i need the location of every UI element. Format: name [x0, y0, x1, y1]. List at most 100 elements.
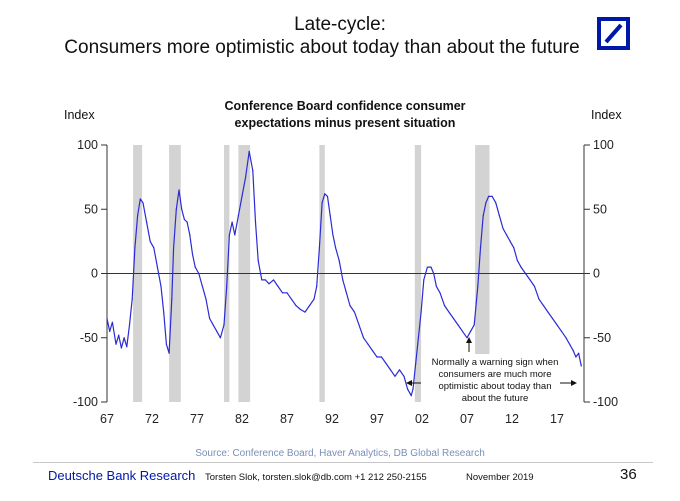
data-point	[371, 350, 374, 352]
annotation-box	[421, 354, 565, 406]
data-point	[520, 266, 522, 268]
data-point	[380, 356, 383, 358]
data-point	[128, 324, 131, 326]
x-tick-label-5: 92	[325, 412, 339, 426]
slide-title-line1: Late-cycle:	[294, 14, 386, 35]
data-point	[423, 279, 425, 281]
data-point	[321, 202, 323, 204]
data-point	[580, 365, 582, 367]
x-tick-label-9: 12	[505, 412, 519, 426]
slide-title-line2: Consumers more optimistic about today th…	[64, 37, 580, 58]
data-point	[376, 356, 378, 358]
data-point	[394, 375, 396, 377]
data-point	[299, 308, 302, 311]
x-tick-label-1: 72	[145, 412, 159, 426]
data-point	[261, 279, 263, 281]
data-point	[234, 234, 236, 236]
data-point	[403, 375, 405, 377]
y-tick-label-right-0: 100	[593, 138, 614, 152]
data-point	[524, 272, 527, 275]
data-point	[226, 285, 228, 287]
x-tick-label-4: 87	[280, 412, 294, 426]
data-point	[209, 317, 211, 320]
data-point	[194, 266, 196, 268]
data-point	[219, 337, 221, 339]
data-point	[565, 337, 567, 339]
footer-author: Torsten Slok, torsten.slok@db.com +1 212…	[205, 472, 427, 483]
data-point	[264, 279, 266, 281]
data-point	[329, 215, 331, 217]
data-point	[198, 272, 200, 275]
data-point	[477, 285, 479, 287]
data-point	[316, 285, 318, 287]
data-point	[482, 215, 484, 217]
data-point	[118, 334, 120, 336]
annotation-line4: about the future	[462, 393, 529, 404]
data-point	[560, 330, 563, 332]
annotation-arrow-right	[560, 380, 577, 386]
data-point	[216, 330, 218, 332]
footer-divider	[33, 462, 653, 463]
data-point	[137, 215, 139, 217]
y-axis-label-right: Index	[591, 108, 622, 122]
y-tick-label-right-1: 50	[593, 202, 607, 216]
data-point	[479, 247, 482, 249]
data-point	[533, 285, 536, 287]
data-point	[237, 215, 239, 217]
data-point	[572, 350, 574, 352]
data-point	[281, 292, 284, 294]
data-point	[556, 324, 558, 326]
data-point	[466, 337, 468, 339]
data-point	[149, 240, 151, 242]
data-point	[516, 260, 519, 262]
data-point	[186, 221, 188, 223]
data-point	[509, 240, 511, 242]
data-point	[551, 317, 554, 320]
data-point	[389, 369, 392, 371]
data-point	[254, 221, 257, 223]
x-tick-label-8: 07	[460, 412, 474, 426]
data-point	[146, 221, 148, 223]
data-point	[304, 311, 306, 313]
data-point	[324, 193, 326, 195]
page-number: 36	[620, 466, 637, 483]
x-tick-label-0: 67	[100, 412, 114, 426]
data-point	[332, 234, 334, 236]
data-point	[106, 317, 108, 320]
data-point	[353, 311, 356, 313]
data-point	[313, 298, 315, 300]
data-point	[326, 195, 329, 197]
data-point	[362, 337, 365, 339]
data-point	[433, 272, 435, 275]
source-note: Source: Conference Board, Haver Analytic…	[195, 448, 485, 459]
data-point	[111, 321, 113, 323]
data-point	[142, 202, 144, 204]
data-point	[175, 208, 177, 210]
data-point	[201, 285, 203, 287]
x-tick-label-10: 17	[550, 412, 564, 426]
y-tick-label-left-0: 100	[77, 138, 98, 152]
data-point	[443, 305, 446, 307]
data-point	[163, 311, 165, 313]
data-point	[272, 279, 275, 281]
data-point	[502, 227, 504, 230]
data-point	[349, 305, 351, 307]
data-point	[461, 330, 464, 332]
x-tick-label-7: 02	[415, 412, 429, 426]
data-point	[420, 311, 422, 313]
annotation-arrow-up	[466, 337, 472, 352]
data-point	[168, 352, 170, 354]
data-point	[485, 202, 487, 204]
data-point	[245, 176, 247, 178]
data-point	[367, 343, 369, 345]
data-point	[153, 247, 155, 249]
data-point	[205, 298, 207, 300]
y-tick-label-right-3: -50	[593, 331, 611, 345]
data-point	[248, 150, 250, 153]
footer-date: November 2019	[466, 472, 534, 483]
data-point	[435, 285, 437, 287]
data-point	[448, 311, 450, 313]
data-point	[506, 234, 508, 236]
annotation-arrow-left	[406, 380, 421, 386]
data-point	[228, 234, 230, 236]
